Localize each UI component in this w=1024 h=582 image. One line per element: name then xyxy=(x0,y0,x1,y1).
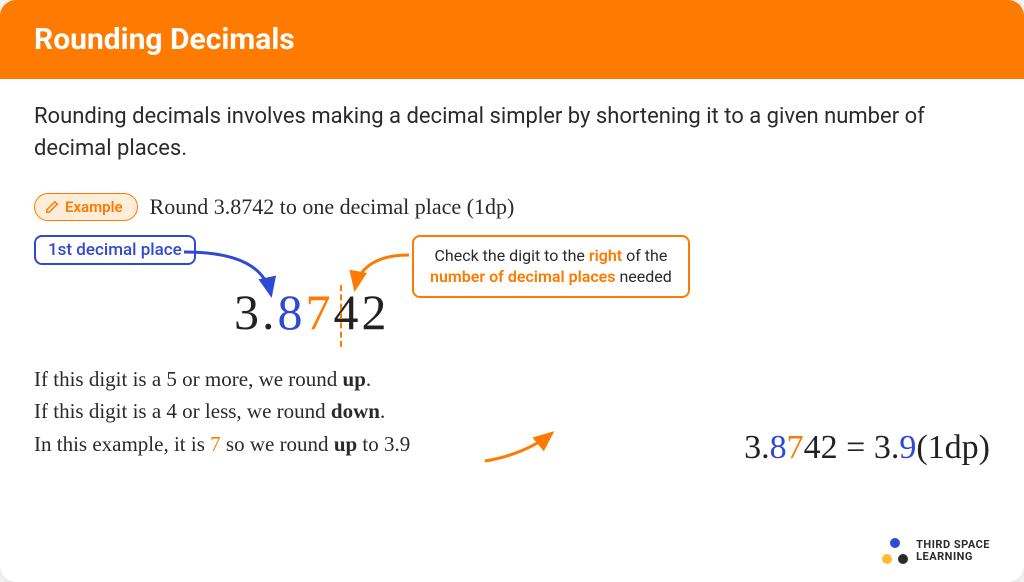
rule-line-2: If this digit is a 4 or less, we round d… xyxy=(34,395,990,428)
logo-icon xyxy=(882,538,908,564)
r2-post: . xyxy=(380,399,385,423)
check-line1: Check the digit to the right of the xyxy=(430,245,672,267)
r2-pre: If this digit is a xyxy=(34,399,166,423)
num-d8: 8 xyxy=(278,284,306,340)
r3-val: 3.9 xyxy=(384,432,410,456)
num-d7: 7 xyxy=(306,284,334,340)
r3-hl: 7 xyxy=(210,432,221,456)
example-badge: Example xyxy=(34,193,138,221)
r1-n: 5 xyxy=(166,367,177,391)
check-callout: Check the digit to the right of the numb… xyxy=(412,235,690,298)
big-number: 3.8742 xyxy=(234,283,390,341)
first-dp-badge: 1st decimal place xyxy=(34,235,196,265)
r1-b: up xyxy=(343,367,366,391)
header: Rounding Decimals xyxy=(0,0,1024,79)
r2-n: 4 xyxy=(166,399,177,423)
example-prefix: Round xyxy=(150,194,214,219)
orange-arrow-result xyxy=(480,427,560,467)
res-d8: 8 xyxy=(770,429,787,466)
r3-post: to xyxy=(357,432,384,456)
r1-pre: If this digit is a xyxy=(34,367,166,391)
example-badge-label: Example xyxy=(65,198,123,216)
res-ans-d: 9 xyxy=(899,429,916,466)
dashed-separator xyxy=(340,285,342,347)
check-l1-post: of the xyxy=(622,246,667,265)
check-line2: number of decimal places needed xyxy=(430,266,672,288)
res-ans-lead: 3. xyxy=(874,429,900,466)
diagram: 1st decimal place 3.8742 Check the digit… xyxy=(34,235,990,355)
r2-b: down xyxy=(331,399,380,423)
example-row: Example Round 3.8742 to one decimal plac… xyxy=(34,193,990,221)
r3-b: up xyxy=(334,432,357,456)
logo-text: THIRD SPACE LEARNING xyxy=(916,539,990,563)
intro-text: Rounding decimals involves making a deci… xyxy=(34,101,990,165)
page-title: Rounding Decimals xyxy=(34,22,990,57)
check-l1-pre: Check the digit to the xyxy=(435,246,589,265)
r1-post: . xyxy=(366,367,371,391)
example-question: Round 3.8742 to one decimal place (1dp) xyxy=(150,194,515,220)
num-lead: 3. xyxy=(234,284,278,340)
example-number: 3.8742 xyxy=(214,194,275,219)
check-l2-hl: number of decimal places xyxy=(430,267,616,286)
content-area: Rounding decimals involves making a deci… xyxy=(0,79,1024,476)
rule-line-1: If this digit is a 5 or more, we round u… xyxy=(34,363,990,396)
lesson-card: Rounding Decimals Rounding decimals invo… xyxy=(0,0,1024,582)
example-suffix: to one decimal place (1dp) xyxy=(274,194,514,219)
brand-logo: THIRD SPACE LEARNING xyxy=(882,538,990,564)
r3-mid: so we round xyxy=(221,432,334,456)
res-d7: 7 xyxy=(787,429,804,466)
r2-mid: or less, we round xyxy=(177,399,331,423)
res-rest: 42 xyxy=(804,429,838,466)
result-equation: 3.8742 = 3.9(1dp) xyxy=(744,429,990,467)
res-lead: 3. xyxy=(744,429,770,466)
check-l2-post: needed xyxy=(616,267,672,286)
check-l1-hl: right xyxy=(589,246,622,265)
r1-mid: or more, we round xyxy=(177,367,343,391)
pencil-icon xyxy=(45,200,59,214)
res-ans-suffix: (1dp) xyxy=(916,429,990,466)
r3-pre: In this example, it is xyxy=(34,432,210,456)
res-eq: = xyxy=(838,429,874,466)
